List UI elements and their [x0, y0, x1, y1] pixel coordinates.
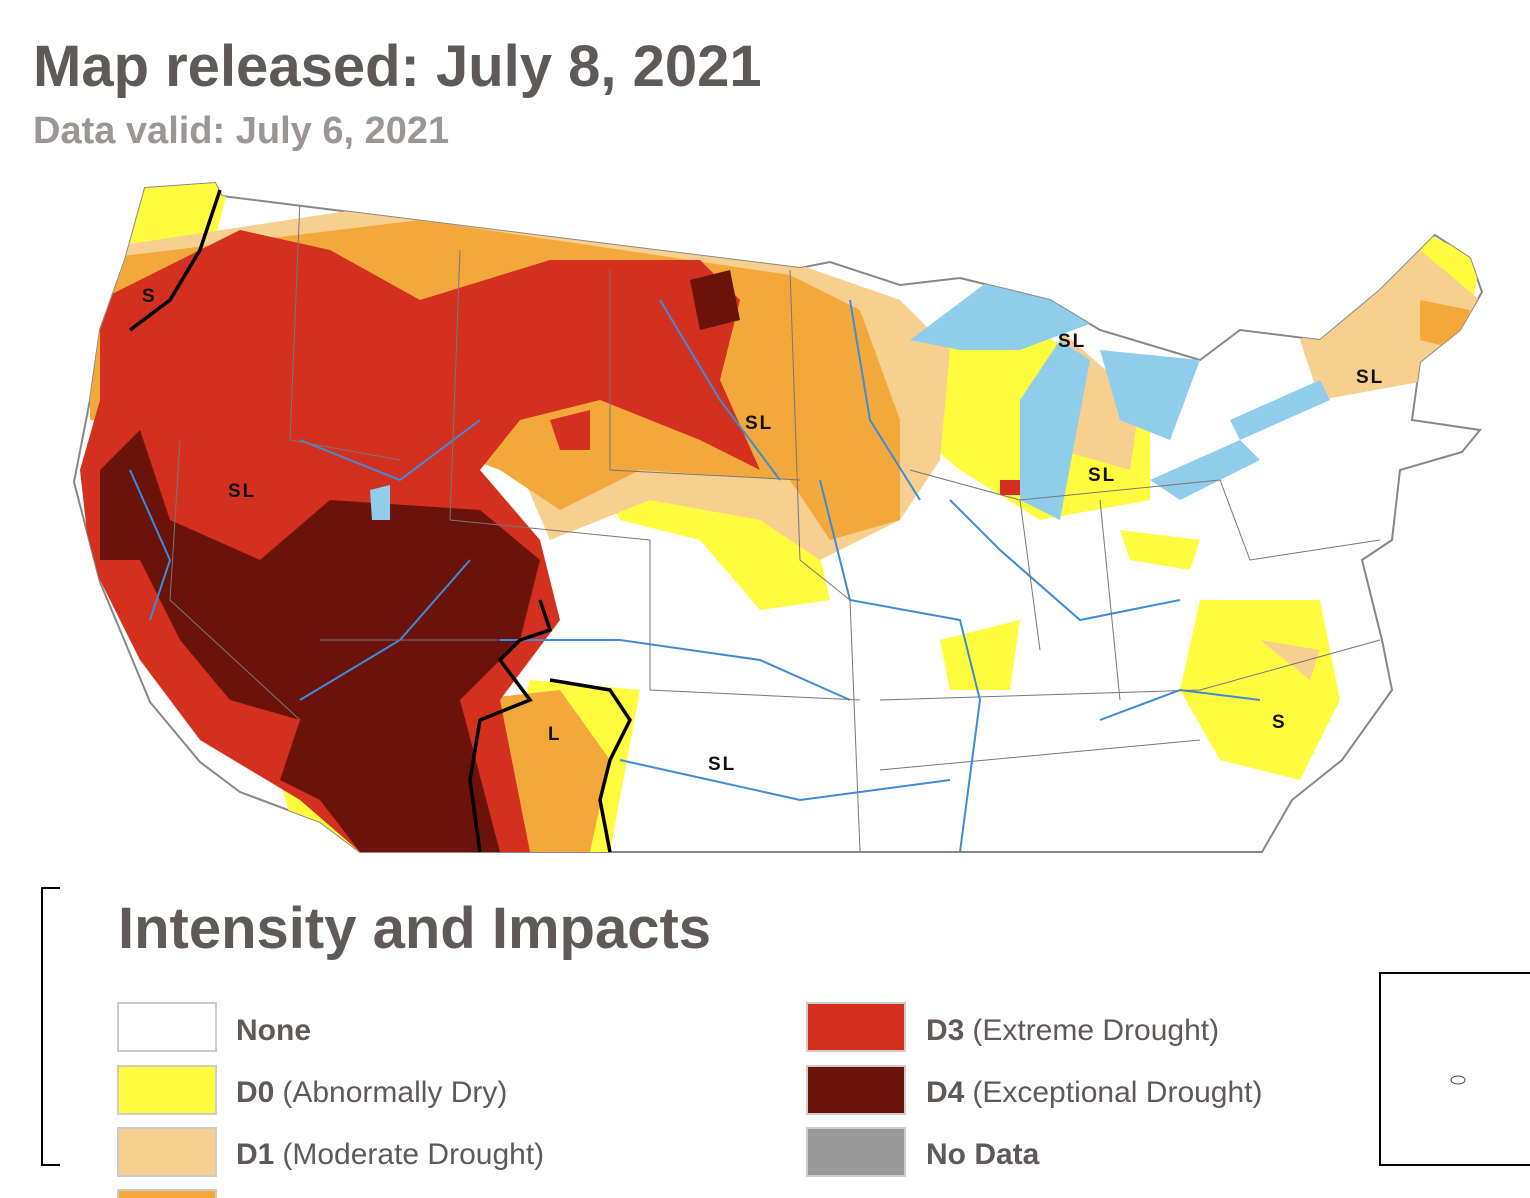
inset-box	[1379, 972, 1530, 1166]
legend-bracket	[41, 887, 60, 1166]
legend-desc: (Exceptional Drought)	[972, 1076, 1262, 1109]
legend-entry: None	[236, 1014, 311, 1047]
legend-code: D1	[236, 1138, 274, 1171]
inset-shape	[1450, 1075, 1466, 1085]
legend-desc: (Extreme Drought)	[972, 1014, 1219, 1047]
title: Map released: July 8, 2021	[33, 34, 762, 99]
map-label: S	[1272, 712, 1287, 733]
legend-desc: (Moderate Drought)	[282, 1138, 544, 1171]
subtitle: Data valid: July 6, 2021	[33, 110, 449, 152]
legend-code: D0	[236, 1076, 274, 1109]
legend-code: D3	[926, 1014, 964, 1047]
swatch	[806, 1002, 906, 1052]
legend-code: None	[236, 1014, 311, 1047]
legend-entry: D3 (Extreme Drought)	[926, 1014, 1219, 1047]
legend-code: D4	[926, 1076, 965, 1109]
legend-entry: D4 (Exceptional Drought)	[926, 1076, 1263, 1109]
swatch	[806, 1127, 906, 1177]
legend-desc: (Abnormally Dry)	[282, 1076, 507, 1109]
map-label: SL	[708, 754, 736, 775]
legend-entry: No Data	[926, 1138, 1040, 1171]
map-label: SL	[745, 413, 773, 434]
legend-heading: Intensity and Impacts	[118, 896, 711, 961]
map-label: SL	[1356, 367, 1384, 388]
legend-entry: D1 (Moderate Drought)	[236, 1138, 544, 1171]
swatch	[117, 1189, 217, 1198]
map-label: SL	[228, 481, 256, 502]
swatch	[806, 1065, 906, 1115]
map-label: SL	[1058, 331, 1086, 352]
legend-entry: D0 (Abnormally Dry)	[236, 1076, 507, 1109]
drought-map	[73, 182, 1483, 853]
map-label: SL	[1088, 465, 1116, 486]
map-label: S	[142, 286, 157, 307]
swatch	[117, 1127, 217, 1177]
swatch	[117, 1065, 217, 1115]
map-label: L	[548, 724, 562, 745]
swatch	[117, 1002, 217, 1052]
legend-code: No Data	[926, 1138, 1040, 1171]
